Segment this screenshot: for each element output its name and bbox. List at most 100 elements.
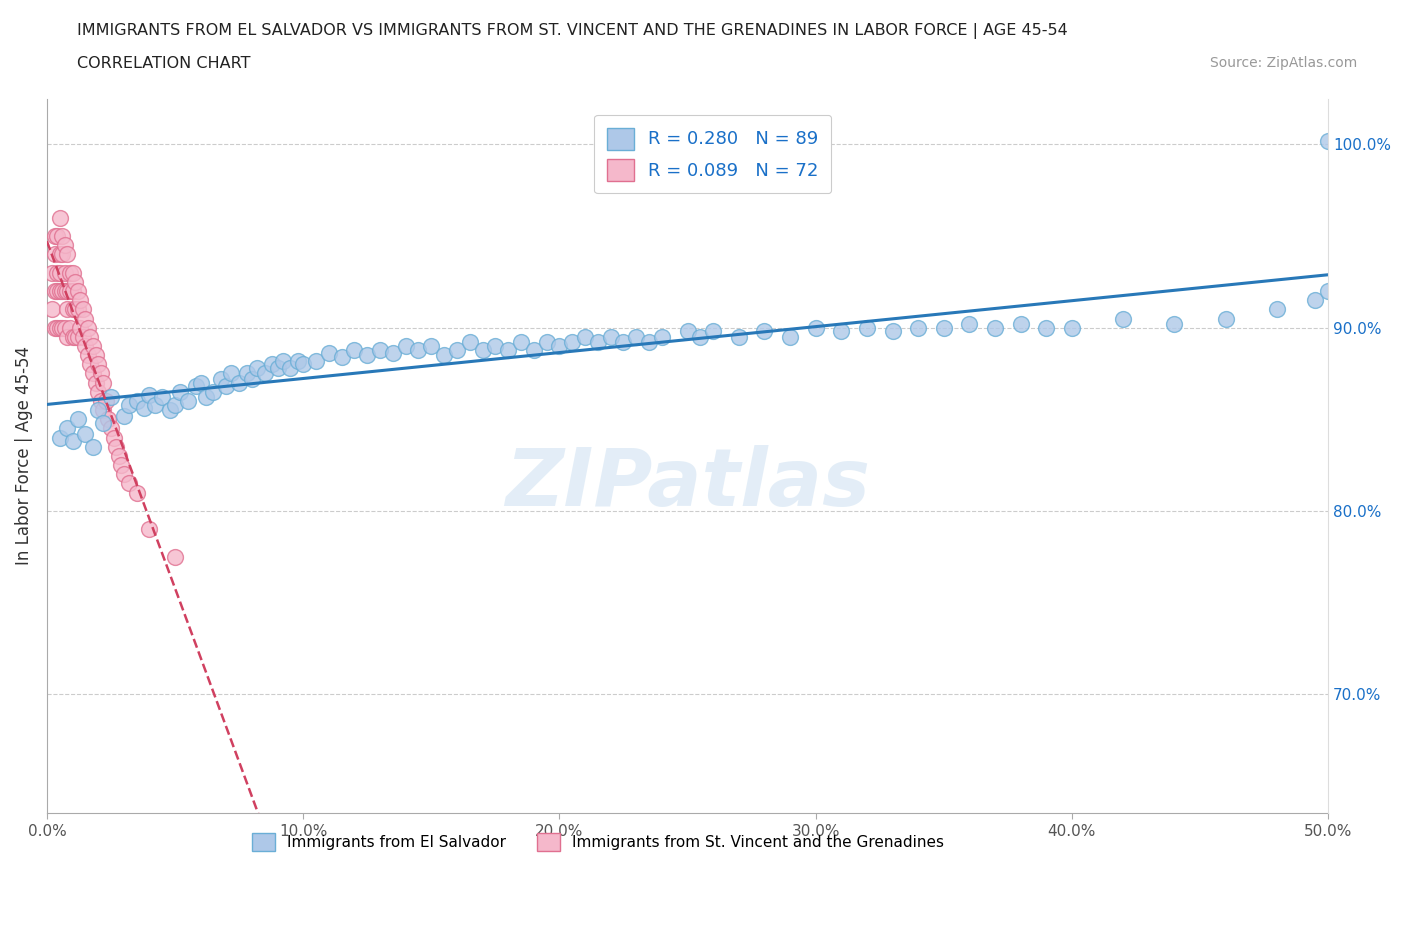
Point	[830, 324, 852, 339]
Point	[856, 320, 879, 335]
Point	[574, 329, 596, 344]
Point	[87, 357, 110, 372]
Point	[221, 366, 243, 381]
Point	[536, 335, 558, 350]
Point	[103, 431, 125, 445]
Point	[458, 335, 481, 350]
Point	[202, 384, 225, 399]
Point	[105, 439, 128, 454]
Point	[484, 339, 506, 353]
Point	[1317, 133, 1340, 148]
Point	[278, 361, 301, 376]
Point	[510, 335, 533, 350]
Point	[496, 342, 519, 357]
Point	[79, 357, 101, 372]
Point	[266, 361, 288, 376]
Text: ZIPatlas: ZIPatlas	[505, 445, 870, 524]
Point	[271, 353, 294, 368]
Y-axis label: In Labor Force | Age 45-54: In Labor Force | Age 45-54	[15, 346, 32, 565]
Point	[48, 284, 70, 299]
Legend: Immigrants from El Salvador, Immigrants from St. Vincent and the Grenadines: Immigrants from El Salvador, Immigrants …	[245, 825, 952, 859]
Point	[246, 361, 269, 376]
Point	[118, 476, 141, 491]
Point	[804, 320, 827, 335]
Point	[87, 403, 110, 418]
Point	[561, 335, 583, 350]
Point	[79, 329, 101, 344]
Point	[41, 302, 63, 317]
Point	[62, 433, 84, 448]
Point	[44, 229, 66, 244]
Point	[46, 320, 69, 335]
Point	[82, 439, 104, 454]
Point	[907, 320, 929, 335]
Point	[66, 329, 89, 344]
Point	[143, 397, 166, 412]
Point	[1215, 312, 1237, 326]
Point	[215, 379, 238, 393]
Point	[90, 393, 112, 408]
Point	[984, 320, 1007, 335]
Point	[586, 335, 609, 350]
Point	[138, 388, 160, 403]
Text: CORRELATION CHART: CORRELATION CHART	[77, 56, 250, 71]
Point	[395, 339, 418, 353]
Point	[638, 335, 661, 350]
Point	[184, 379, 207, 393]
Point	[194, 390, 217, 405]
Point	[100, 421, 122, 436]
Point	[75, 339, 97, 353]
Text: Source: ZipAtlas.com: Source: ZipAtlas.com	[1209, 56, 1357, 70]
Point	[53, 265, 76, 280]
Point	[100, 390, 122, 405]
Point	[53, 238, 76, 253]
Point	[91, 416, 114, 431]
Point	[1317, 284, 1340, 299]
Point	[48, 431, 70, 445]
Point	[150, 390, 173, 405]
Point	[125, 393, 148, 408]
Point	[1305, 293, 1327, 308]
Point	[159, 403, 181, 418]
Point	[56, 421, 79, 436]
Point	[48, 265, 70, 280]
Point	[44, 247, 66, 262]
Point	[77, 348, 100, 363]
Point	[599, 329, 621, 344]
Point	[1060, 320, 1083, 335]
Point	[69, 293, 91, 308]
Point	[62, 302, 84, 317]
Point	[138, 522, 160, 537]
Point	[82, 366, 104, 381]
Point	[330, 350, 353, 365]
Point	[91, 375, 114, 390]
Point	[90, 366, 112, 381]
Point	[53, 284, 76, 299]
Point	[702, 324, 724, 339]
Point	[84, 375, 107, 390]
Point	[957, 316, 980, 331]
Point	[676, 324, 699, 339]
Point	[112, 408, 135, 423]
Point	[110, 458, 132, 472]
Point	[82, 339, 104, 353]
Point	[163, 550, 186, 565]
Point	[356, 348, 378, 363]
Point	[112, 467, 135, 482]
Point	[118, 397, 141, 412]
Point	[72, 302, 94, 317]
Point	[51, 247, 73, 262]
Point	[1112, 312, 1135, 326]
Point	[48, 320, 70, 335]
Point	[287, 353, 309, 368]
Point	[163, 397, 186, 412]
Text: IMMIGRANTS FROM EL SALVADOR VS IMMIGRANTS FROM ST. VINCENT AND THE GRENADINES IN: IMMIGRANTS FROM EL SALVADOR VS IMMIGRANT…	[77, 23, 1069, 39]
Point	[69, 320, 91, 335]
Point	[190, 375, 212, 390]
Point	[94, 393, 117, 408]
Point	[66, 412, 89, 427]
Point	[754, 324, 776, 339]
Point	[107, 448, 129, 463]
Point	[240, 372, 263, 387]
Point	[63, 302, 86, 317]
